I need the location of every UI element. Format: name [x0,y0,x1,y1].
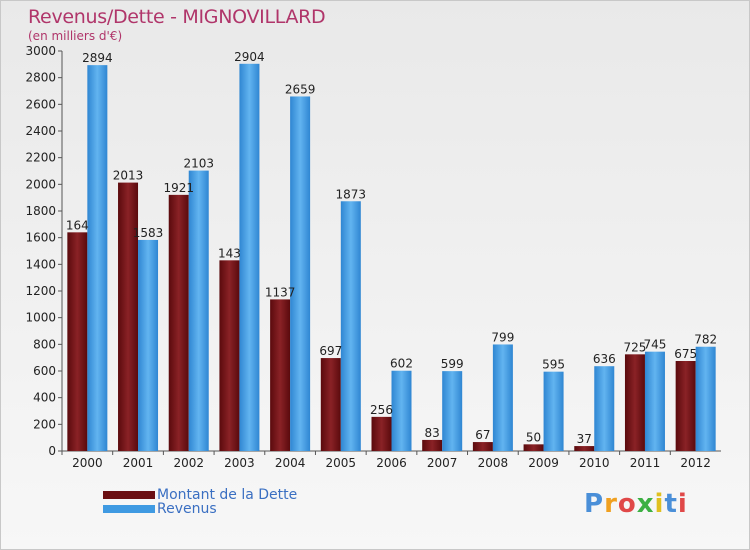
bar-dette [67,232,88,451]
data-label-revenus: 2904 [234,50,265,64]
logo-letter: P [584,489,605,519]
bar-revenus [290,96,311,451]
data-label-dette: 50 [526,430,541,444]
x-tick-label: 2004 [275,456,306,470]
data-label-revenus: 782 [694,333,717,347]
y-tick-label: 400 [33,391,56,405]
logo-letter: r [604,489,618,519]
bar-dette [118,182,139,451]
data-label-revenus: 745 [644,338,667,352]
x-tick-label: 2000 [72,456,103,470]
logo-letter: x [636,489,655,519]
y-tick-label: 2200 [25,151,56,165]
data-labels: 164 2894 2013 1583 1921 2103 143 2904 1137 2659 69… [66,50,717,446]
bar-revenus [138,239,159,451]
bar-dette [270,299,291,451]
y-tick-label: 2600 [25,97,56,111]
data-label-dette: 675 [674,347,697,361]
data-label-dette: 1921 [163,181,194,195]
y-tick-label: 600 [33,364,56,378]
x-tick-label: 2003 [224,456,255,470]
y-tick-label: 800 [33,337,56,351]
legend-label-dette: Montant de la Dette [157,487,298,503]
x-tick-label: 2005 [326,456,357,470]
chart-subtitle: (en milliers d'€) [28,29,123,43]
legend-swatch-dette [103,491,155,499]
chart-title: Revenus/Dette - MIGNOVILLARD [28,6,326,28]
logo-letter: i [654,489,665,519]
data-label-dette: 725 [624,340,647,354]
y-tick-label: 2800 [25,71,56,85]
bar-revenus [644,351,665,451]
bar-revenus [391,370,412,451]
data-label-revenus: 2894 [82,51,113,65]
data-label-revenus: 1583 [133,226,164,240]
data-label-dette: 2013 [113,169,144,183]
x-tick-label: 2002 [173,456,204,470]
data-label-revenus: 1873 [336,187,367,201]
data-label-dette: 143 [218,246,241,260]
y-tick-label: 1400 [25,257,56,271]
bar-revenus [188,170,209,451]
data-label-revenus: 599 [441,357,464,371]
bar-dette [168,194,189,451]
data-label-dette: 83 [425,426,440,440]
bar-revenus [492,344,513,451]
bar-dette [523,444,544,451]
data-label-dette: 256 [370,403,393,417]
bar-dette [675,361,696,451]
data-label-revenus: 2103 [183,157,214,171]
bar-dette [219,260,240,451]
data-label-dette: 164 [66,218,89,232]
x-tick-label: 2011 [630,456,661,470]
x-tick-label: 2007 [427,456,458,470]
bar-dette [574,446,595,451]
y-tick-label: 1000 [25,311,56,325]
proxiti-logo: Proxiti [584,489,688,519]
logo-letter: i [677,489,688,519]
bar-dette [472,442,493,451]
legend-label-revenus: Revenus [157,501,217,517]
y-tick-label: 1800 [25,204,56,218]
y-tick-label: 0 [48,444,56,458]
x-tick-label: 2001 [123,456,154,470]
y-tick-label: 1600 [25,231,56,245]
bar-revenus [340,201,361,451]
data-label-dette: 697 [319,344,342,358]
bar-dette [624,354,645,451]
logo-letter: o [617,489,637,519]
x-tick-label: 2006 [376,456,407,470]
data-label-revenus: 602 [390,357,413,371]
data-label-dette: 1137 [265,285,296,299]
bar-revenus [695,346,716,451]
x-tick-label: 2009 [528,456,559,470]
x-tick-label: 2010 [579,456,610,470]
bar-revenus [87,65,108,451]
y-tick-label: 2000 [25,177,56,191]
data-label-revenus: 636 [593,352,616,366]
y-tick-label: 1200 [25,284,56,298]
bar-dette [422,439,443,451]
bars [67,63,716,452]
data-label-revenus: 799 [491,330,514,344]
x-tick-label: 2012 [680,456,711,470]
bar-revenus [442,371,463,451]
bar-revenus [239,63,260,452]
y-tick-label: 2400 [25,124,56,138]
bar-dette [371,416,392,451]
bar-revenus [543,371,564,451]
x-tick-label: 2008 [478,456,509,470]
y-tick-label: 200 [33,417,56,431]
y-tick-label: 3000 [25,44,56,58]
legend-swatch-revenus [103,505,155,513]
bar-dette [320,358,341,451]
logo-letter: t [664,489,678,519]
bar-revenus [594,366,615,451]
data-label-revenus: 2659 [285,82,316,96]
data-label-dette: 37 [577,432,592,446]
data-label-revenus: 595 [542,358,565,372]
data-label-dette: 67 [475,428,490,442]
